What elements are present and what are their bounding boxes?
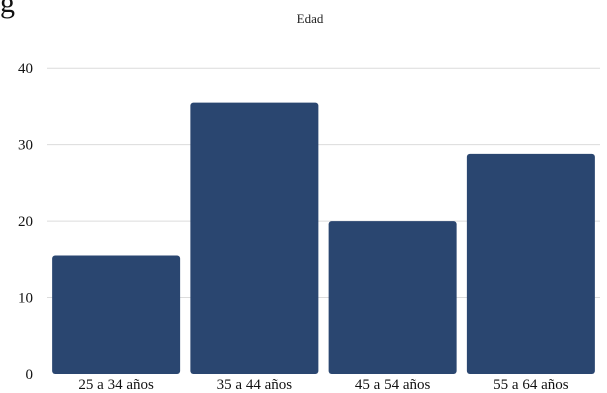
bar [190,102,319,374]
bar [52,255,181,374]
x-category-label: 35 a 44 años [217,377,293,393]
y-tick-label: 30 [18,138,33,154]
bars [52,102,595,374]
x-category-label: 25 a 34 años [78,377,154,393]
x-category-label: 45 a 54 años [355,377,431,393]
chart-title: Edad [297,11,324,26]
x-axis-labels: 25 a 34 años 35 a 44 años 45 a 54 años 55 a… [78,377,568,393]
bar [328,221,457,374]
y-tick-label: 10 [18,291,33,307]
y-tick-label: 40 [18,61,33,77]
cropped-heading-text: g [0,0,15,19]
bar [466,153,595,374]
y-tick-label: 0 [26,367,34,383]
y-axis-ticks: 0 10 20 30 40 [18,61,33,383]
y-tick-label: 20 [18,214,33,230]
x-category-label: 55 a 64 años [493,377,569,393]
